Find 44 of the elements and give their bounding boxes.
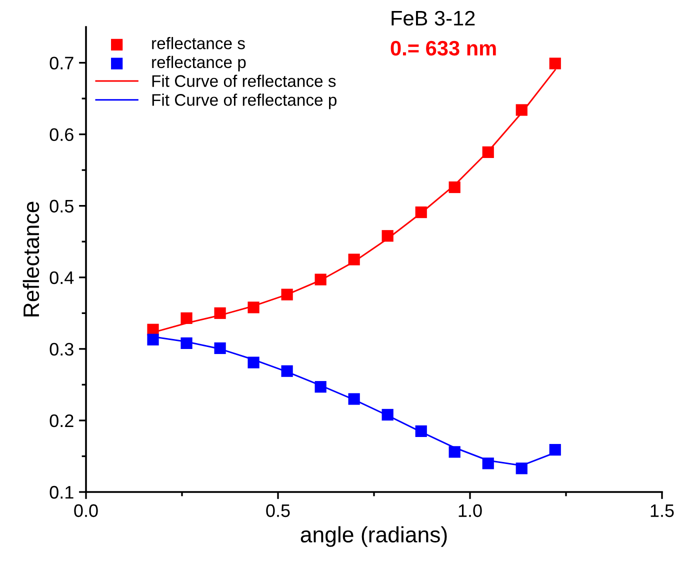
legend-label: reflectance p [152,56,246,72]
point [314,381,326,393]
point [314,274,326,286]
point [248,302,260,314]
point [482,458,494,470]
point [281,365,293,377]
point [448,181,460,194]
point [482,146,494,158]
legend-label: reflectance s [152,37,245,50]
point [382,230,394,242]
y-tick-label: 0.3 [50,342,74,356]
point [180,337,192,350]
text: FeB 3-12 [392,10,475,26]
y-tick-label: 0.4 [50,271,74,284]
point [415,206,427,218]
point [348,393,360,405]
x-tick-label: 0.5 [266,504,290,518]
point [415,425,427,437]
point [516,104,528,116]
y-tick-label: 0.2 [50,414,74,428]
annotation: 0.= 633 nm [390,40,496,56]
point [448,446,460,458]
point [180,312,192,324]
point [348,254,360,266]
legend-label: Fit Curve of reflectance s [152,74,336,87]
point [281,288,293,300]
y-tick-label: 0.7 [50,56,74,70]
point [549,444,561,456]
legend-label: Fit Curve of reflectance p [152,94,336,110]
point [147,334,159,346]
point [382,408,394,421]
x-tick-label: 1.5 [650,504,674,518]
point [516,462,528,474]
x-tick-label: 1.0 [458,504,482,518]
point [214,307,226,319]
x-tick-label: 0.0 [74,504,98,518]
y-axis-title: Reflectance [22,202,40,316]
y-tick-label: 0.5 [50,200,74,213]
y-tick-label: 0.6 [50,128,74,142]
point [214,342,226,354]
point [248,356,260,368]
x-axis-title: angle (radians) [300,526,447,547]
point [549,58,561,70]
y-tick-label: 0.1 [50,486,74,499]
